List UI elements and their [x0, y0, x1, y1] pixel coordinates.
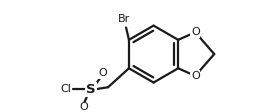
- Text: O: O: [79, 102, 88, 112]
- Text: O: O: [191, 71, 200, 81]
- Text: Cl: Cl: [60, 84, 71, 94]
- Text: S: S: [86, 83, 96, 96]
- Text: Br: Br: [118, 14, 130, 24]
- Text: O: O: [98, 68, 107, 78]
- Text: O: O: [191, 27, 200, 37]
